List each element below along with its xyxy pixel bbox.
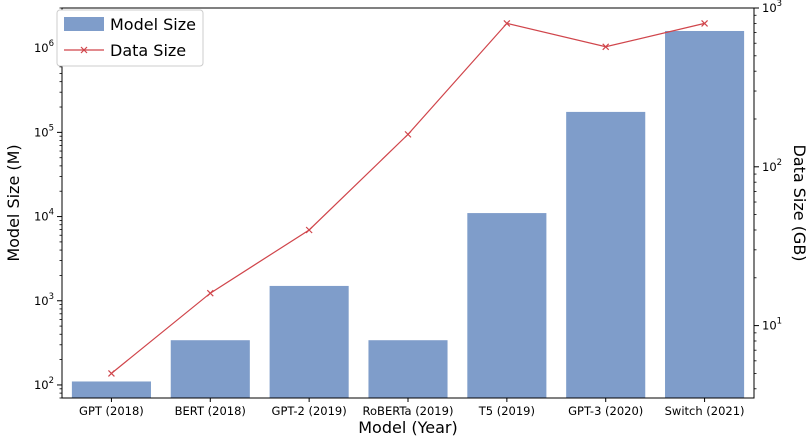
x-tick-label: GPT (2018) (79, 404, 144, 418)
x-axis-title: Model (Year) (358, 418, 457, 437)
legend-label-model-size: Model Size (110, 15, 196, 34)
data-size-point (305, 226, 313, 234)
data-size-point (404, 130, 412, 138)
x-axis: GPT (2018) BERT (2018) GPT-2 (2019) RoBERTa… (79, 398, 745, 418)
data-size-point (206, 289, 214, 297)
data-size-line-layer (108, 19, 708, 377)
bar-model-size (71, 381, 151, 398)
bar-model-size (368, 340, 448, 398)
y-tick-label: 102 (34, 376, 54, 392)
bar-model-size (467, 213, 547, 398)
y-tick-label: 104 (34, 208, 54, 224)
legend: Model Size Data Size (56, 9, 204, 67)
x-tick-label: Switch (2021) (665, 404, 745, 418)
data-size-point (701, 19, 708, 27)
legend-label-data-size: Data Size (110, 41, 186, 60)
y-axis-title: Model Size (M) (4, 144, 23, 261)
y2-tick-label: 103 (762, 0, 782, 15)
y2-tick-label: 102 (762, 158, 782, 174)
bars-layer (71, 30, 745, 398)
left-axis: 102 103 104 105 106 (34, 7, 62, 399)
y2-axis-title: Data Size (GB) (790, 144, 806, 261)
y-tick-label: 106 (34, 39, 54, 55)
bar-model-size (170, 340, 250, 398)
bar-model-size (566, 111, 646, 398)
data-size-point (108, 369, 115, 377)
data-size-point (503, 19, 511, 27)
x-tick-label: GPT-2 (2019) (272, 404, 347, 418)
x-tick-label: BERT (2018) (175, 404, 246, 418)
x-tick-label: T5 (2019) (478, 404, 535, 418)
legend-swatch-model-size (64, 17, 104, 31)
y-tick-label: 103 (34, 292, 54, 308)
bar-model-size (269, 285, 349, 398)
right-axis: 101 102 103 (754, 0, 782, 390)
y-tick-label: 105 (34, 123, 54, 139)
data-size-point (602, 43, 610, 51)
x-tick-label: RoBERTa (2019) (363, 404, 454, 418)
bar-model-size (665, 30, 745, 398)
y2-tick-label: 101 (762, 317, 782, 333)
legend-swatch-data-size-marker (80, 46, 88, 54)
x-tick-label: GPT-3 (2020) (568, 404, 643, 418)
